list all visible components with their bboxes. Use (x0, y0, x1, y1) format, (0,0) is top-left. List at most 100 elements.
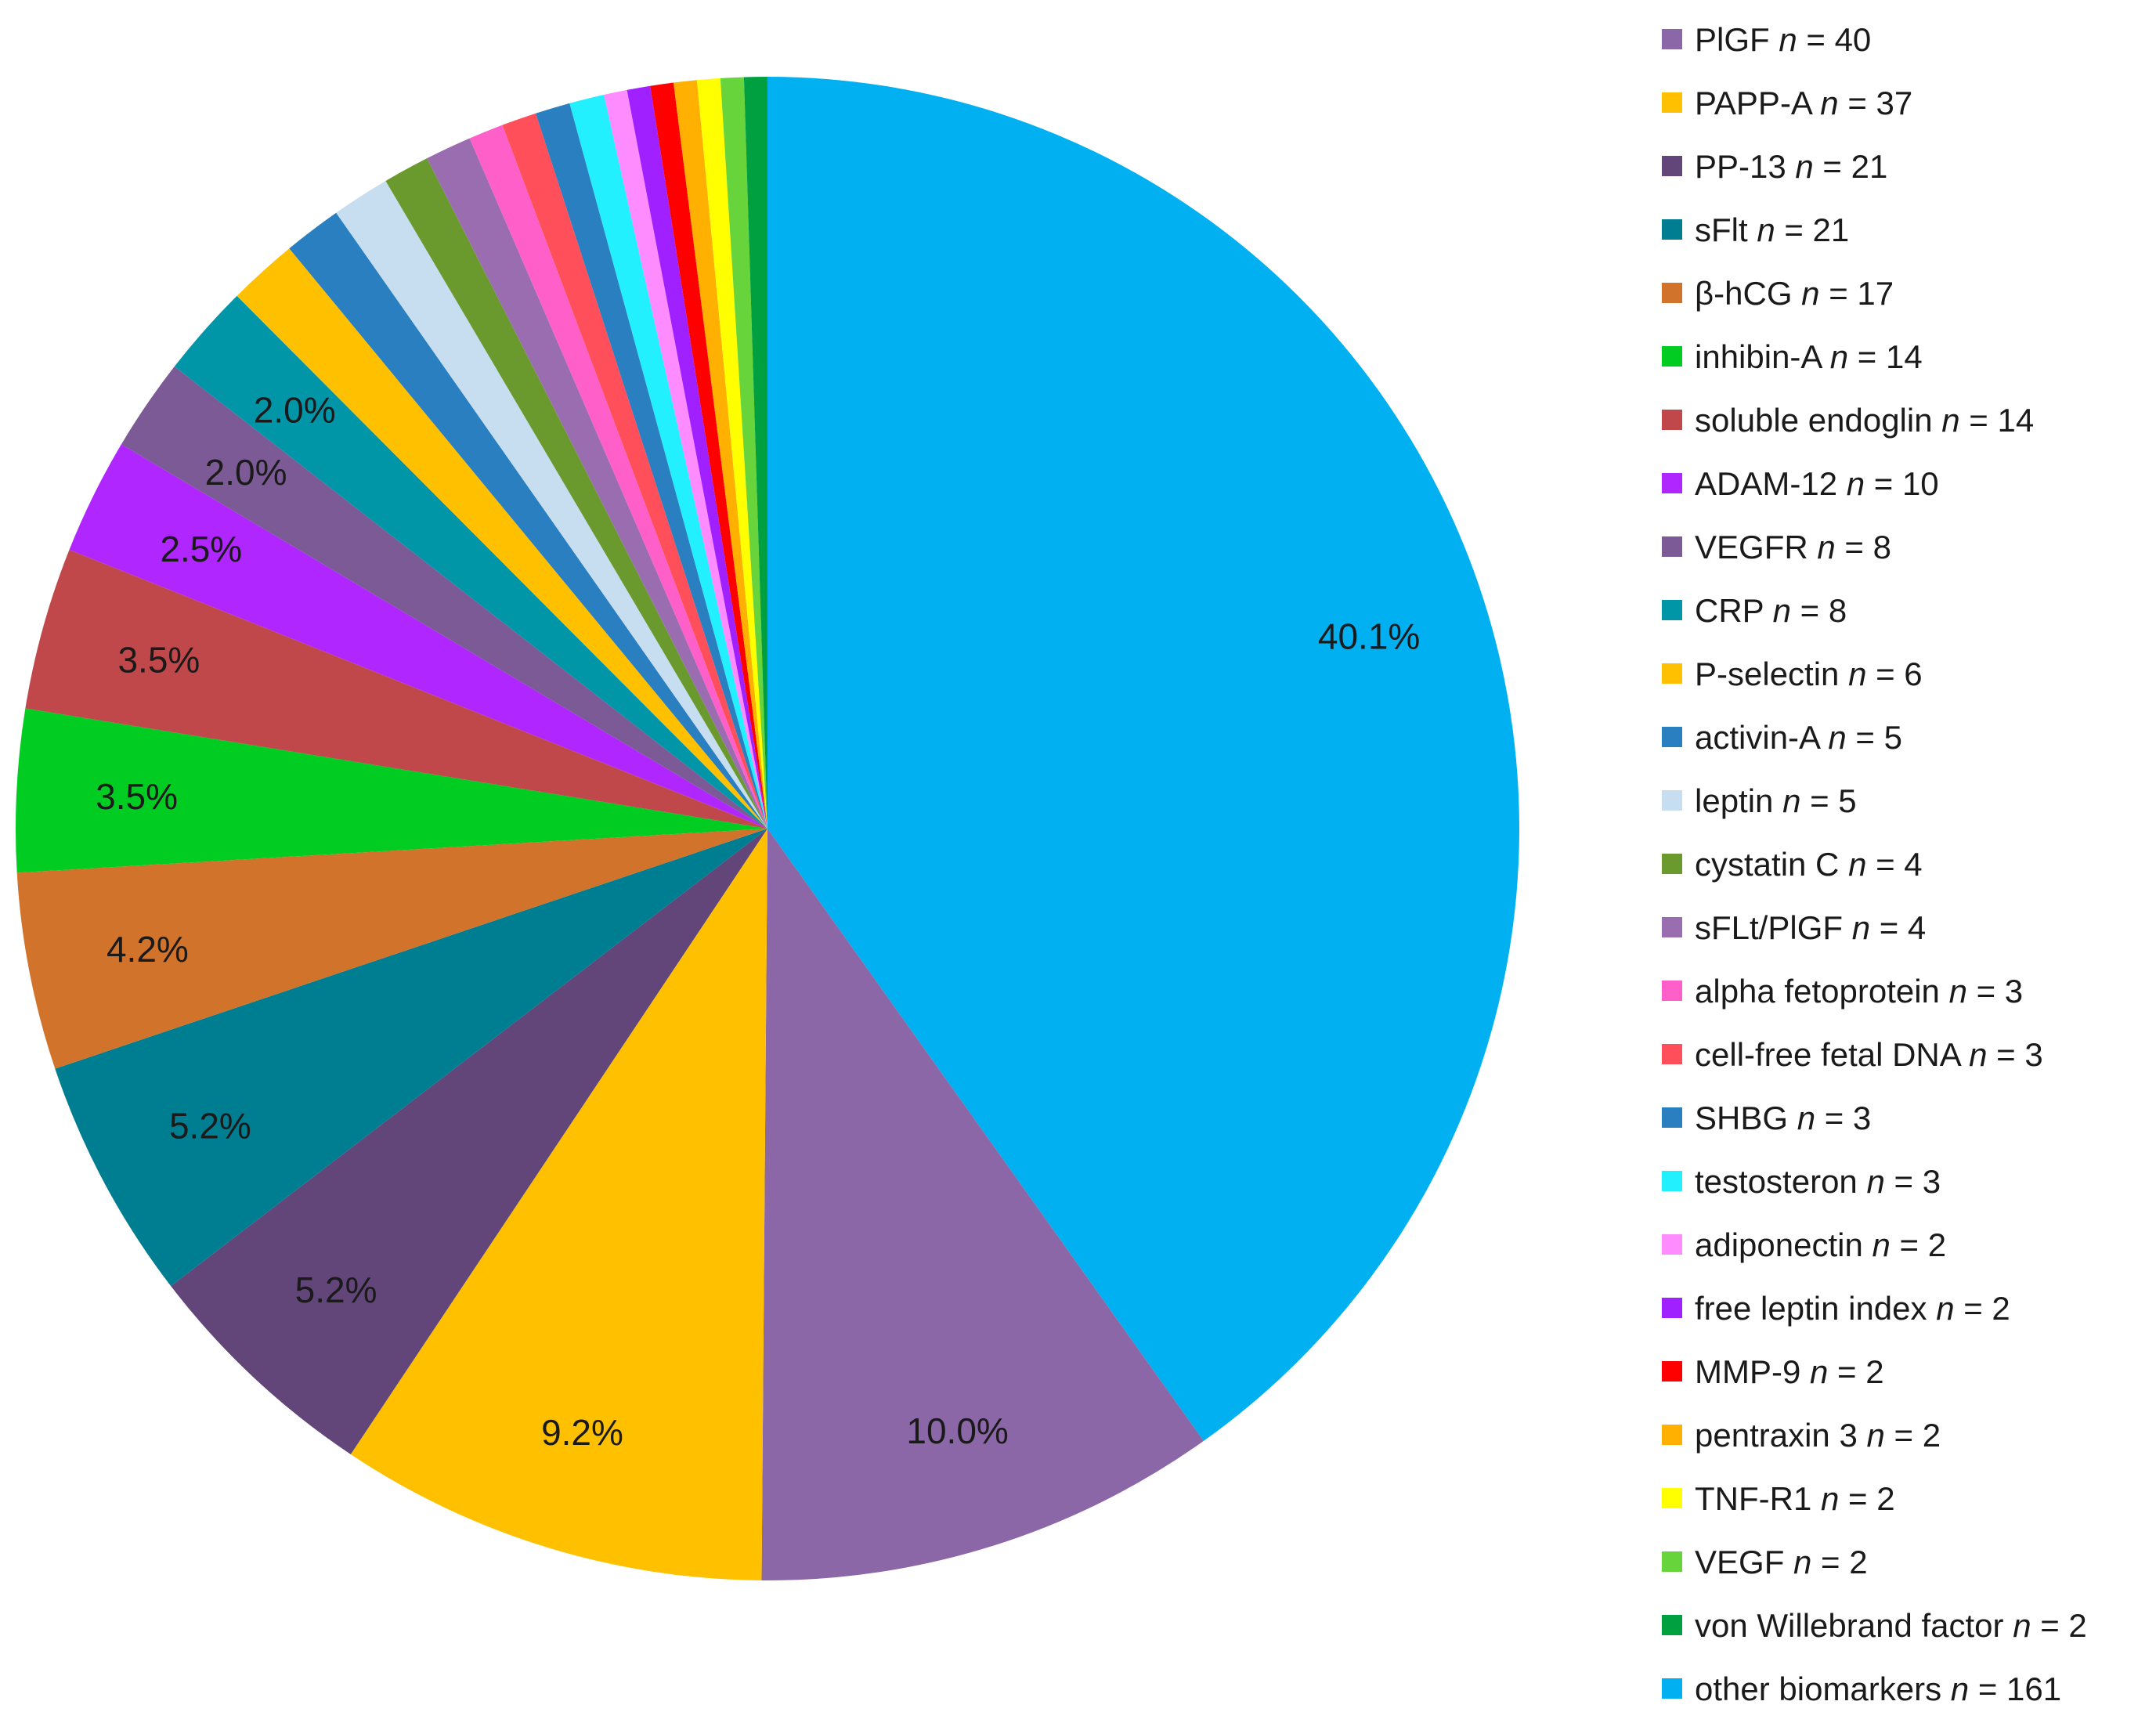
pie-slice-cystatin-c (385, 158, 767, 829)
legend-swatch-von-willebrand-factor (1662, 1615, 1682, 1635)
legend-swatch-sflt-plgf (1662, 917, 1682, 937)
pie-percent-labels: 40.1% 10.0% 9.2% 5.2% 5.2% 4.2% 3.5% 3.5% 2.5% 2.… (96, 389, 1420, 1453)
legend-label-p-selectin: P-selectin n = 6 (1695, 656, 1923, 692)
pie-slice-plgf (761, 829, 1204, 1580)
legend-item-vegfr: VEGFR n = 8 (1662, 529, 1891, 565)
legend-item-soluble-endoglin: soluble endoglin n = 14 (1662, 402, 2034, 439)
legend-label-other-biomarkers: other biomarkers n = 161 (1695, 1670, 2061, 1707)
pie-percent-label-other-biomarkers: 40.1% (1318, 616, 1420, 656)
legend-item-adam-12: ADAM-12 n = 10 (1662, 465, 1939, 502)
legend-item-crp: CRP n = 8 (1662, 592, 1847, 629)
pie-slice-sflt (55, 829, 768, 1287)
pie-slice-papp-a (350, 829, 768, 1580)
pie-slice-activin-a (289, 212, 768, 829)
pie-percent-label-pp-13: 5.2% (295, 1270, 377, 1310)
legend-swatch-free-leptin-index (1662, 1298, 1682, 1318)
legend-item-cystatin-c: cystatin C n = 4 (1662, 846, 1923, 883)
legend-item-tnf-r1: TNF-R1 n = 2 (1662, 1480, 1895, 1517)
pie-slice-leptin (336, 181, 767, 829)
legend-label-sflt: sFlt n = 21 (1695, 211, 1849, 248)
pie-percent-label-crp: 2.0% (254, 389, 336, 430)
legend-swatch-sflt (1662, 219, 1682, 240)
legend-swatch-shbg (1662, 1107, 1682, 1128)
pie-slice-soluble-endoglin (25, 549, 768, 829)
legend-swatch-alpha-fetoprotein (1662, 981, 1682, 1001)
legend-label-papp-a: PAPP-A n = 37 (1695, 85, 1912, 121)
pie-slice-adiponectin (604, 89, 767, 829)
legend-label-vegfr: VEGFR n = 8 (1695, 529, 1891, 565)
legend-label-pentraxin-3: pentraxin 3 n = 2 (1695, 1417, 1941, 1454)
pie-percent-label-soluble-endoglin: 3.5% (117, 640, 200, 681)
legend-item-plgf: PlGF n = 40 (1662, 21, 1871, 58)
legend-item-adiponectin: adiponectin n = 2 (1662, 1226, 1946, 1263)
legend-label-tnf-r1: TNF-R1 n = 2 (1695, 1480, 1895, 1517)
legend-item-von-willebrand-factor: von Willebrand factor n = 2 (1662, 1607, 2087, 1644)
legend-item-p-selectin: P-selectin n = 6 (1662, 656, 1923, 692)
pie-slice-p-selectin (237, 248, 767, 829)
legend-label-cell-free-fetal-dna: cell-free fetal DNA n = 3 (1695, 1036, 2043, 1073)
legend-item-mmp-9: MMP-9 n = 2 (1662, 1353, 1884, 1390)
legend-swatch-mmp-9 (1662, 1361, 1682, 1382)
legend-label-inhibin-a: inhibin-A n = 14 (1695, 338, 1923, 375)
pie-slices (16, 76, 1520, 1580)
pie-slice-pentraxin-3 (673, 80, 767, 829)
pie-slice-vegfr (121, 366, 767, 829)
legend-item-pp-13: PP-13 n = 21 (1662, 148, 1887, 185)
pie-slice-adam-12 (69, 444, 768, 829)
legend-item-pentraxin-3: pentraxin 3 n = 2 (1662, 1417, 1941, 1454)
pie-slice-tnf-r1 (696, 78, 767, 829)
pie-slice-inhibin-a (16, 708, 767, 873)
legend-label-soluble-endoglin: soluble endoglin n = 14 (1695, 402, 2034, 439)
legend-swatch-crp (1662, 600, 1682, 620)
legend-label-adam-12: ADAM-12 n = 10 (1695, 465, 1939, 502)
legend-label-hcg: β-hCG n = 17 (1695, 275, 1894, 312)
pie-percent-label-plgf: 10.0% (906, 1410, 1008, 1451)
legend-label-plgf: PlGF n = 40 (1695, 21, 1871, 58)
legend-swatch-cystatin-c (1662, 854, 1682, 874)
pie-slice-other-biomarkers (767, 76, 1520, 1441)
legend-swatch-vegfr (1662, 536, 1682, 557)
legend-item-papp-a: PAPP-A n = 37 (1662, 85, 1912, 121)
pie-slice-sflt-plgf (427, 138, 767, 829)
pie-slice-crp (174, 295, 768, 829)
legend-label-activin-a: activin-A n = 5 (1695, 719, 1902, 756)
legend-swatch-inhibin-a (1662, 346, 1682, 367)
legend-label-mmp-9: MMP-9 n = 2 (1695, 1353, 1884, 1390)
legend-swatch-leptin (1662, 790, 1682, 811)
legend-item-vegf: VEGF n = 2 (1662, 1544, 1868, 1580)
legend-label-crp: CRP n = 8 (1695, 592, 1847, 629)
legend-label-vegf: VEGF n = 2 (1695, 1544, 1868, 1580)
legend-swatch-pp-13 (1662, 156, 1682, 176)
pie-slice-hcg (16, 829, 768, 1069)
pie-slice-pp-13 (171, 829, 767, 1454)
legend-swatch-adam-12 (1662, 473, 1682, 493)
pie-percent-label-vegfr: 2.0% (205, 452, 287, 493)
legend-swatch-pentraxin-3 (1662, 1425, 1682, 1445)
legend-item-alpha-fetoprotein: alpha fetoprotein n = 3 (1662, 973, 2023, 1010)
legend-item-other-biomarkers: other biomarkers n = 161 (1662, 1670, 2061, 1707)
legend-label-alpha-fetoprotein: alpha fetoprotein n = 3 (1695, 973, 2023, 1010)
legend-label-leptin: leptin n = 5 (1695, 782, 1857, 819)
pie-slice-testosteron (569, 95, 767, 829)
legend: PlGF n = 40 PAPP-A n = 37 PP-13 n = 21 sFlt… (1662, 21, 2087, 1707)
legend-swatch-soluble-endoglin (1662, 410, 1682, 430)
pie-percent-label-sflt: 5.2% (169, 1105, 251, 1146)
legend-swatch-papp-a (1662, 92, 1682, 113)
legend-label-adiponectin: adiponectin n = 2 (1695, 1226, 1946, 1263)
legend-label-shbg: SHBG n = 3 (1695, 1100, 1871, 1136)
pie-slice-alpha-fetoprotein (469, 125, 767, 829)
legend-item-free-leptin-index: free leptin index n = 2 (1662, 1290, 2010, 1327)
legend-swatch-hcg (1662, 283, 1682, 303)
legend-swatch-other-biomarkers (1662, 1678, 1682, 1699)
legend-swatch-adiponectin (1662, 1234, 1682, 1255)
legend-swatch-plgf (1662, 29, 1682, 49)
legend-swatch-cell-free-fetal-dna (1662, 1044, 1682, 1064)
legend-item-sflt-plgf: sFLt/PlGF n = 4 (1662, 909, 1926, 946)
legend-swatch-p-selectin (1662, 663, 1682, 684)
legend-item-shbg: SHBG n = 3 (1662, 1100, 1871, 1136)
legend-label-von-willebrand-factor: von Willebrand factor n = 2 (1695, 1607, 2087, 1644)
pie-slice-shbg (536, 103, 767, 829)
pie-slice-cell-free-fetal-dna (502, 113, 767, 829)
legend-item-leptin: leptin n = 5 (1662, 782, 1857, 819)
legend-label-testosteron: testosteron n = 3 (1695, 1163, 1941, 1200)
